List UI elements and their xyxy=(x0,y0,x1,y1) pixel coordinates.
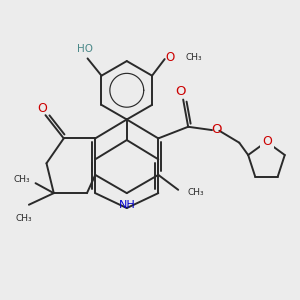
Text: NH: NH xyxy=(118,200,135,210)
Text: O: O xyxy=(211,123,221,136)
Text: O: O xyxy=(262,135,272,148)
Text: CH₃: CH₃ xyxy=(16,214,32,223)
Text: O: O xyxy=(165,51,175,64)
Text: CH₃: CH₃ xyxy=(185,53,202,62)
Text: HO: HO xyxy=(77,44,93,54)
Text: CH₃: CH₃ xyxy=(13,175,30,184)
Text: O: O xyxy=(176,85,186,98)
Text: O: O xyxy=(37,102,47,115)
Text: CH₃: CH₃ xyxy=(188,188,204,197)
